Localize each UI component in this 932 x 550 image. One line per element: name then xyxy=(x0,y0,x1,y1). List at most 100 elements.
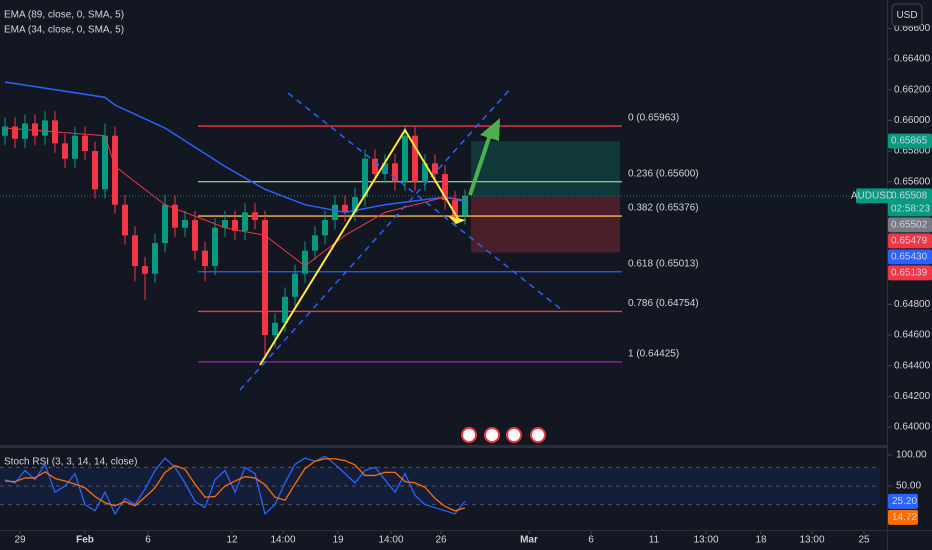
candle-body xyxy=(62,143,68,159)
candle-body xyxy=(302,250,308,274)
candle-body xyxy=(442,174,448,201)
x-tick-label: 26 xyxy=(435,535,447,546)
y-tick-label: 100.00 xyxy=(896,450,927,461)
trend-line xyxy=(239,86,513,391)
candles xyxy=(2,111,468,355)
x-tick-label: 19 xyxy=(332,535,344,546)
fib-label: 0 (0.65963) xyxy=(628,113,679,124)
candle-body xyxy=(132,235,138,267)
y-tick-label: 0.64600 xyxy=(894,330,931,341)
stoch-pane xyxy=(0,455,880,516)
candle-body xyxy=(2,126,8,136)
candle-body xyxy=(452,200,458,216)
price-tag-label: 0.65502 xyxy=(891,219,928,230)
x-tick-label: 14:00 xyxy=(378,535,403,546)
candle-body xyxy=(172,204,178,228)
candle-body xyxy=(322,220,328,236)
loss-zone xyxy=(471,196,620,253)
candle-body xyxy=(382,163,388,175)
y-tick-label: 0.66000 xyxy=(894,115,931,126)
event-icon[interactable] xyxy=(530,427,546,443)
x-tick-label: 13:00 xyxy=(799,535,824,546)
candle-body xyxy=(332,204,338,221)
candle-body xyxy=(222,220,228,228)
candle-body xyxy=(462,195,468,216)
stoch-line xyxy=(4,458,466,512)
x-tick-label: 6 xyxy=(588,535,594,546)
price-tag xyxy=(888,249,932,265)
arrow-head xyxy=(480,118,500,141)
ema-line xyxy=(4,81,466,214)
candle-body xyxy=(282,296,288,323)
candle-body xyxy=(12,126,18,139)
countdown-label: 02:58:23 xyxy=(891,203,930,214)
candle-body xyxy=(72,135,78,159)
y-tick-label: 0.64400 xyxy=(894,360,931,371)
price-tag xyxy=(888,217,932,233)
x-tick-label: 13:00 xyxy=(693,535,718,546)
y-tick-label: 0.65600 xyxy=(894,176,931,187)
price-tag-label: 0.65430 xyxy=(891,251,928,262)
price-tags: 0.65865 0.65508 02:58:23 AUDUSD 0.65502 0.654… xyxy=(851,133,932,525)
fib-label: 0.786 (0.64754) xyxy=(628,298,699,309)
candle-body xyxy=(32,123,38,136)
arrow-shaft xyxy=(468,134,492,196)
candle-body xyxy=(232,220,238,231)
y-tick-label: 50.00 xyxy=(896,481,921,492)
candle-body xyxy=(252,212,258,221)
value-tag xyxy=(888,509,918,525)
candle-body xyxy=(242,212,248,231)
price-tag xyxy=(888,233,932,249)
x-tick-label: 14:00 xyxy=(270,535,295,546)
y-tick-label: 0.65800 xyxy=(894,146,931,157)
legend-entry: EMA (34, close, 0, SMA, 5) xyxy=(4,25,124,36)
candle-body xyxy=(272,322,278,336)
fibonacci: 0 (0.65963) 0.236 (0.65600) 0.382 (0.65376… xyxy=(198,113,699,363)
pane-title: Stoch RSI (3, 3, 14, 14, close) xyxy=(4,457,137,468)
value-tag-label: 25.20 xyxy=(892,496,917,507)
trend-line xyxy=(287,92,563,311)
stoch-line xyxy=(4,455,466,516)
candle-body xyxy=(312,235,318,251)
candle-body xyxy=(192,220,198,251)
price-tag xyxy=(888,265,932,281)
legend-entry: EMA (89, close, 0, SMA, 5) xyxy=(4,10,124,21)
y-tick-label: 0.64000 xyxy=(894,422,931,433)
candle-body xyxy=(392,163,398,182)
x-tick-label: 25 xyxy=(858,535,870,546)
x-tick-label: 6 xyxy=(145,535,151,546)
fib-label: 1 (0.64425) xyxy=(628,349,679,360)
event-icon[interactable] xyxy=(506,427,522,443)
currency-button[interactable] xyxy=(891,3,923,27)
candle-body xyxy=(412,135,418,182)
candle-body xyxy=(22,123,28,139)
drawings xyxy=(239,86,563,391)
price-tag xyxy=(888,188,932,217)
value-tag xyxy=(888,493,918,509)
fib-label: 0.236 (0.65600) xyxy=(628,168,699,179)
price-tag-label: 0.65865 xyxy=(891,136,928,147)
y-tick-label: 0.64200 xyxy=(894,391,931,402)
x-tick-label: 12 xyxy=(226,535,238,546)
candle-body xyxy=(152,243,158,274)
event-icon[interactable] xyxy=(484,427,500,443)
candle-body xyxy=(432,163,438,175)
y-tick-label: 0.66400 xyxy=(894,54,931,65)
candle-body xyxy=(182,220,188,228)
x-tick-label: Feb xyxy=(76,535,94,546)
candle-body xyxy=(342,204,348,213)
price-tag-label: 0.65508 xyxy=(891,190,928,201)
pattern-line xyxy=(259,128,461,366)
axes: 0.66600 0.66400 0.66200 0.66000 0.65800 0.656… xyxy=(14,23,930,546)
candle-body xyxy=(402,135,408,182)
currency-label: USD xyxy=(896,10,917,21)
event-icon[interactable] xyxy=(461,427,477,443)
price-tag xyxy=(888,133,932,149)
symbol-tag xyxy=(856,188,888,204)
candle-body xyxy=(352,197,358,213)
y-tick-label: 0.64800 xyxy=(894,299,931,310)
price-tag-label: 0.65139 xyxy=(891,267,928,278)
x-tick-label: 18 xyxy=(755,535,767,546)
candle-body xyxy=(102,135,108,190)
candle-body xyxy=(92,151,98,190)
